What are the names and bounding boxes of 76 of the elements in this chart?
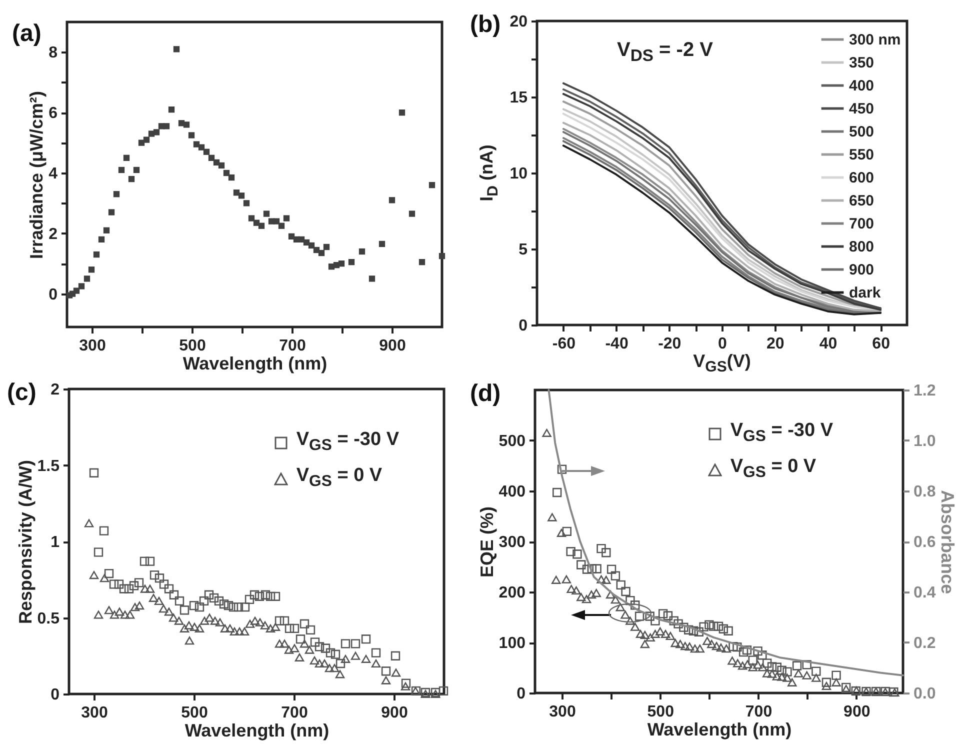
y2-tick-label: 0.8 [914,484,936,500]
chart-title: (b) [470,11,501,38]
x-tick-label: 60 [872,336,890,352]
x-tick-label: 900 [844,704,870,720]
y-tick-label: 100 [498,635,526,652]
legend-label: V$_{GS}$ = 0 V [730,454,816,483]
x-tick-label: 500 [181,704,208,722]
y2-tick-label: 0.0 [914,686,936,702]
x-tick-label: 900 [381,704,408,722]
x-axis-title: V$_{GS}$(V) [693,351,751,376]
legend-label: 450 [849,100,874,118]
y-tick-label: 5 [518,242,528,258]
y2-tick-label: 1.0 [914,433,936,450]
y-tick-label: 6 [48,105,58,122]
y-tick-label: 15 [510,90,528,106]
x-tick-label: 300 [549,704,576,720]
legend-label: 800 [849,238,874,256]
legend-label: V$_{GS}$ = -30 V [296,428,399,456]
legend-label: 600 [849,170,874,186]
y-tick-label: 10 [510,166,528,182]
y-tick-label: 1.5 [37,458,60,475]
y2-axis-title: Absorbance [938,490,958,594]
y-tick-label: 1 [50,534,60,551]
legend-label: 900 [849,262,874,278]
x-tick-label: 20 [766,336,784,352]
x-tick-label: 700 [745,704,772,720]
chart-title: (c) [7,379,36,406]
annotation: V$_{DS}$ = -2 V [617,39,713,66]
x-tick-label: -20 [658,336,682,352]
y-axis-title: Responsivity (A/W) [15,460,36,624]
x-tick-label: 500 [647,704,674,720]
legend-label: 350 [849,54,874,72]
x-tick-label: -60 [552,336,576,352]
y-tick-label: 0 [50,686,60,704]
x-axis-title: Wavelength (nm) [184,720,330,740]
y-tick-label: 0 [48,286,58,304]
y2-tick-label: 1.2 [914,382,936,400]
legend-label: dark [849,284,882,302]
chart-title: (a) [12,20,42,47]
y-tick-label: 0.5 [37,610,60,628]
y-axis-title: EQE (%) [476,506,497,578]
x-tick-label: 300 [79,338,106,354]
y-tick-label: 4 [48,165,58,182]
legend-label: 550 [849,146,874,164]
chart-title: (d) [470,380,501,407]
y-tick-label: 400 [498,484,526,500]
y2-tick-label: 0.6 [914,534,936,551]
x-axis-title: Wavelength (nm) [647,720,792,740]
y-tick-label: 2 [48,226,58,243]
legend-label: V$_{GS}$ = -30 V [730,419,833,447]
y-tick-label: 0 [518,318,528,334]
y-axis-title: Irradiance (μW/cm²) [26,90,47,260]
y-tick-label: 0 [516,686,526,702]
y-tick-label: 20 [510,14,528,30]
x-tick-label: 700 [279,338,306,354]
legend-label: 400 [849,78,874,94]
y-tick-label: 500 [498,433,526,450]
x-axis-title: Wavelength (nm) [182,354,328,374]
x-tick-label: 40 [819,336,838,352]
legend-label: 650 [849,192,874,210]
x-tick-label: -40 [605,336,628,352]
x-tick-label: 300 [81,704,108,722]
y-tick-label: 200 [498,584,526,602]
legend-label: 500 [849,124,874,140]
y2-tick-label: 0.4 [914,584,936,602]
legend-label: 300 nm [849,32,901,48]
y-tick-label: 8 [48,44,58,62]
y-tick-label: 300 [498,534,526,551]
legend-label: 700 [849,216,874,232]
x-tick-label: 500 [179,338,206,354]
legend-label: V$_{GS}$ = 0 V [296,464,382,492]
x-tick-label: 700 [281,704,308,722]
x-tick-label: 0 [718,336,728,352]
y2-tick-label: 0.2 [914,635,936,652]
y-tick-label: 2 [50,382,60,398]
x-tick-label: 900 [379,338,406,354]
